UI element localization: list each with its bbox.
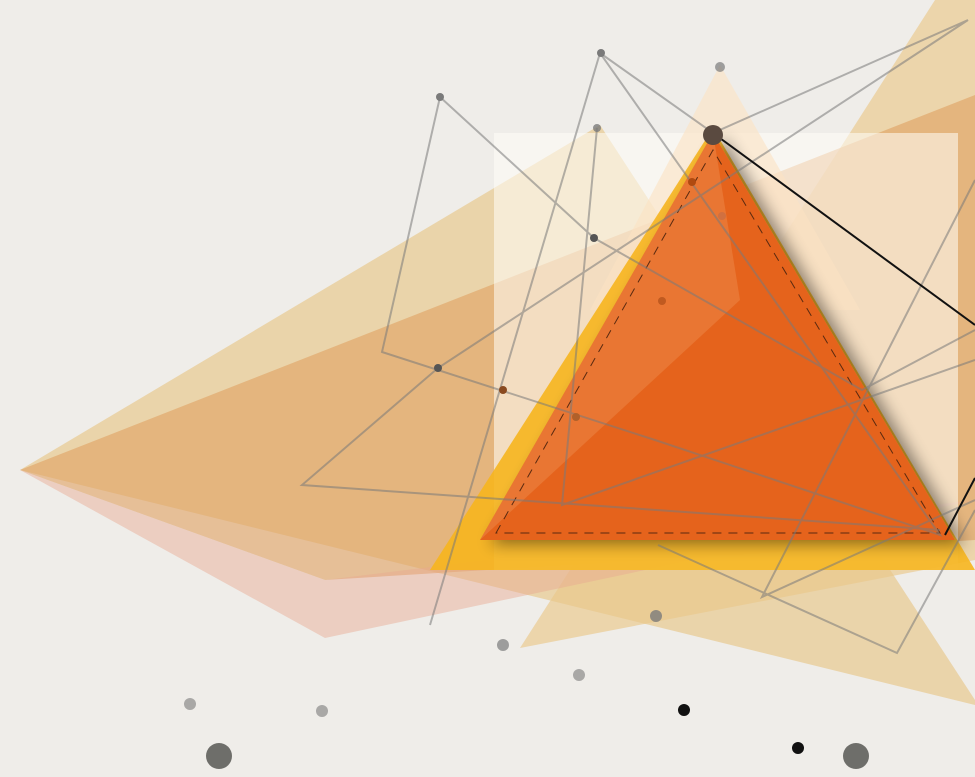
pink-triangle [20, 470, 975, 638]
wire-lines [299, 19, 975, 655]
dot [590, 234, 598, 242]
dot [678, 704, 690, 716]
black-line [712, 132, 975, 326]
dot [703, 125, 723, 145]
dashed-outline [495, 149, 941, 534]
wire [299, 19, 969, 531]
dot [650, 610, 662, 622]
black-line [944, 477, 975, 536]
wire [759, 179, 975, 600]
dot [715, 62, 725, 72]
dot [658, 297, 666, 305]
dot [593, 124, 601, 132]
wire [560, 127, 975, 507]
wire [439, 96, 975, 392]
dot [316, 705, 328, 717]
dot [573, 669, 585, 681]
dots [184, 49, 869, 769]
dot [597, 49, 605, 57]
orange-highlight [480, 133, 740, 540]
dot [688, 178, 696, 186]
orange-triangle [480, 133, 955, 540]
dot [184, 698, 196, 710]
wire [657, 509, 975, 655]
dot [572, 413, 580, 421]
dot [434, 364, 442, 372]
dot [718, 212, 726, 220]
dot [206, 743, 232, 769]
dot [792, 742, 804, 754]
dot [436, 93, 444, 101]
dot [499, 386, 507, 394]
dot [843, 743, 869, 769]
wire [380, 50, 943, 626]
dot [497, 639, 509, 651]
